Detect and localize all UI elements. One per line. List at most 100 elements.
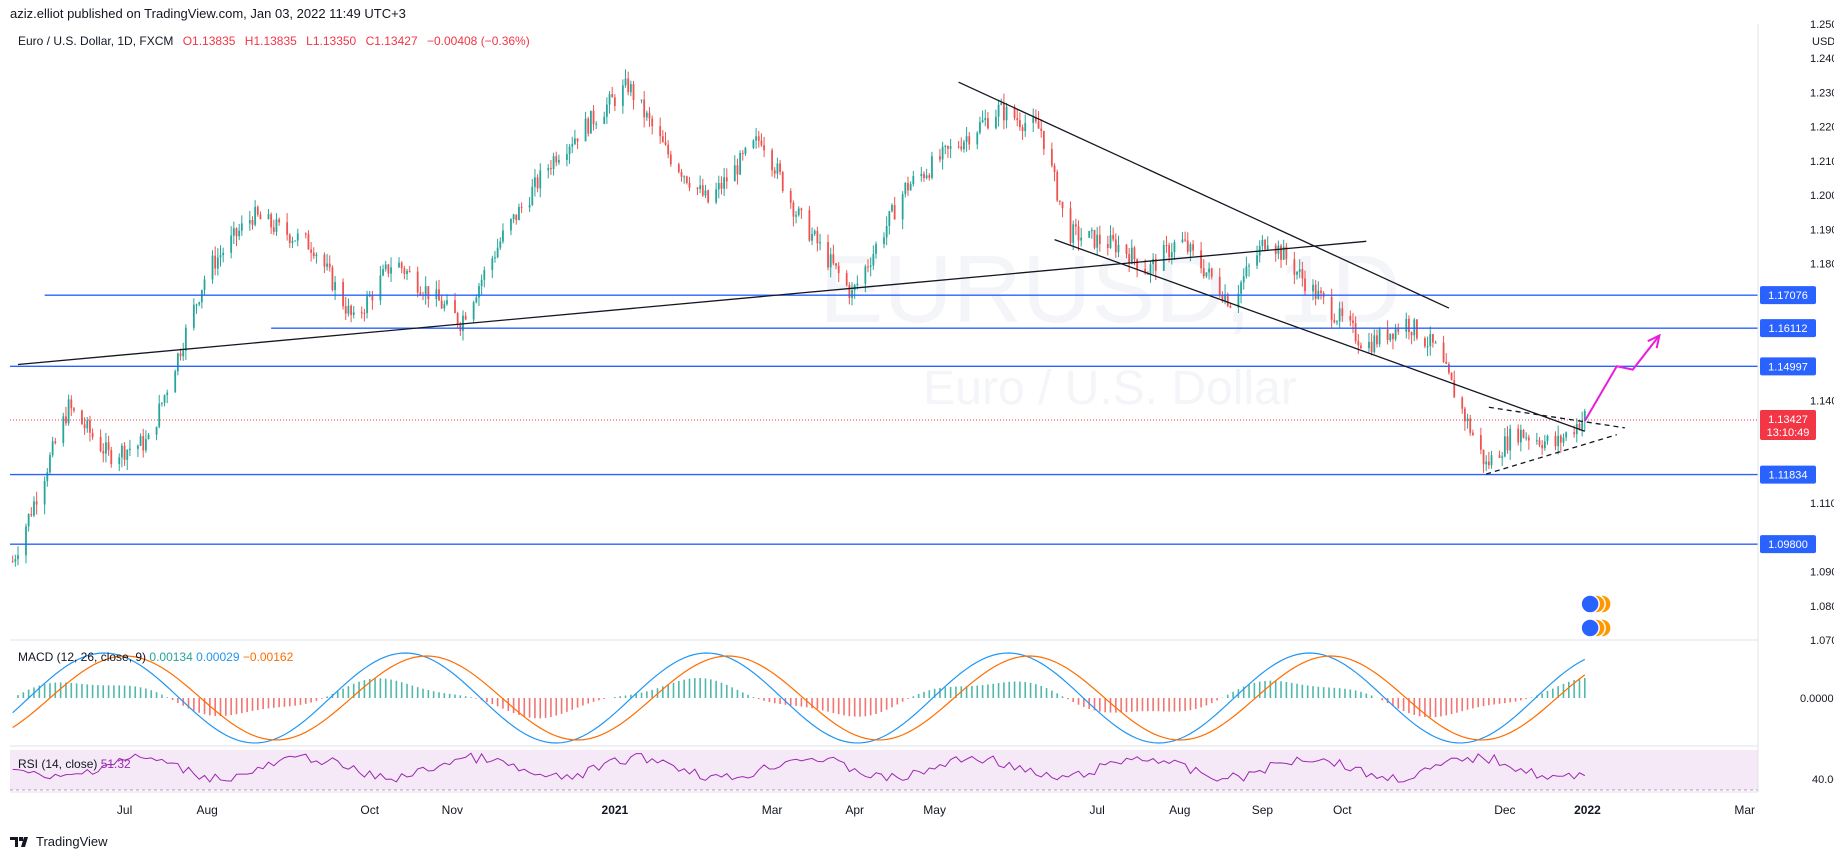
candle-body (1461, 397, 1464, 409)
macd-histogram-bar (342, 688, 344, 698)
candle-body (1114, 239, 1117, 253)
candle-body (819, 242, 821, 244)
macd-histogram-bar (763, 698, 765, 701)
candle-body (893, 205, 896, 220)
macd-histogram-bar (1296, 683, 1298, 698)
time-tick-label: Mar (1734, 803, 1755, 817)
candle-body (1471, 432, 1474, 436)
candle-body (216, 257, 219, 269)
rsi-value: 51.32 (100, 757, 131, 771)
macd-histogram-bar (971, 685, 973, 698)
macd-histogram-bar (1397, 698, 1400, 709)
candle-body (1386, 329, 1389, 341)
candle-body (331, 267, 334, 291)
candle-body (230, 235, 233, 253)
candle-body (192, 304, 195, 328)
candle-body (1058, 200, 1061, 202)
candle-body (939, 156, 941, 160)
rsi-band (10, 750, 1758, 790)
candle-body (494, 257, 496, 259)
macd-histogram-bar (507, 698, 510, 711)
macd-histogram-bar (1168, 698, 1170, 712)
candle-body (845, 273, 848, 286)
macd-histogram-bar (43, 684, 46, 698)
candle-body (1482, 449, 1485, 465)
candle-body (142, 436, 145, 451)
candle-body (1410, 332, 1413, 336)
economic-events[interactable] (1580, 594, 1612, 638)
macd-histogram-bar (672, 682, 675, 698)
candle-body (725, 177, 728, 182)
candle-body (363, 312, 366, 314)
candle-body (272, 227, 275, 232)
candle-body (707, 190, 710, 203)
candle-body (278, 219, 281, 223)
candle-body (1266, 245, 1269, 250)
macd-histogram-bar (59, 682, 62, 698)
macd-histogram-bar (272, 698, 275, 708)
countdown-value: 13:10:49 (1767, 427, 1810, 439)
price-tick-label: 1.24000 (1810, 53, 1834, 65)
candle-body (35, 501, 38, 505)
candle-body (1165, 245, 1168, 247)
eu-flag-icon (1580, 618, 1600, 638)
macd-histogram-bar (1424, 698, 1426, 718)
macd-histogram-bar (427, 690, 430, 698)
time-axis[interactable]: Jul Aug Oct Nov 2021 Mar Apr May Jul Aug Sep Oct Dec… (117, 803, 1755, 817)
candle-body (1397, 327, 1400, 332)
macd-histogram-bar (534, 698, 536, 719)
candle-body (1463, 408, 1466, 422)
candle-body (198, 302, 201, 305)
macd-histogram-bar (1504, 698, 1506, 704)
macd-histogram-bar (1573, 680, 1575, 698)
candle-body (515, 214, 518, 221)
candle-body (755, 136, 757, 141)
candle-body (1128, 254, 1131, 264)
candle-body (1535, 440, 1538, 442)
price-tick-label: 1.20000 (1810, 190, 1834, 202)
macd-histogram-bar (1253, 682, 1256, 698)
price-axis[interactable]: 1.25000 1.24000 1.23000 1.22000 1.21000 1.200… (1810, 19, 1834, 647)
candle-body (1106, 244, 1109, 248)
candle-body (531, 186, 534, 206)
candle-body (568, 146, 571, 155)
candle-body (592, 110, 595, 125)
candle-body (960, 146, 963, 150)
level-badge (1760, 286, 1816, 305)
candle-body (1189, 244, 1192, 252)
macd-histogram-bar (1461, 698, 1464, 712)
trendlines-layer (17, 81, 1625, 475)
candle-body (184, 327, 187, 351)
candle-body (1583, 410, 1586, 421)
candle-body (547, 168, 550, 171)
candle-body (1293, 259, 1296, 275)
macd-histogram-bar (651, 689, 653, 698)
published-caption: aziz.elliot published on TradingView.com… (10, 6, 406, 21)
candle-body (1170, 252, 1173, 258)
candle-body (30, 514, 33, 516)
candle-body (851, 290, 853, 298)
macd-histogram-bar (592, 698, 595, 702)
macd-histogram-bar (1488, 698, 1490, 706)
candle-body (1565, 432, 1568, 438)
macd-histogram-bar (1402, 698, 1405, 712)
candle-body (1218, 276, 1221, 295)
macd-histogram-bar (571, 698, 574, 710)
candles-layer (11, 69, 1586, 567)
candle-body (613, 97, 616, 106)
candle-body (256, 206, 259, 215)
macd-histogram-bar (1072, 698, 1074, 703)
candle-body (1256, 255, 1258, 266)
macd-histogram-bar (113, 685, 115, 698)
candle-body (885, 226, 888, 238)
macd-histogram-bar (27, 689, 30, 698)
candle-body (144, 439, 147, 451)
candle-body (1333, 320, 1336, 323)
candle-body (73, 408, 75, 411)
macd-histogram-bar (166, 697, 169, 698)
macd-histogram-bar (352, 683, 355, 698)
macd-histogram-bar (843, 698, 845, 716)
macd-histogram-bar (214, 698, 216, 716)
macd-histogram-bar (432, 691, 435, 698)
